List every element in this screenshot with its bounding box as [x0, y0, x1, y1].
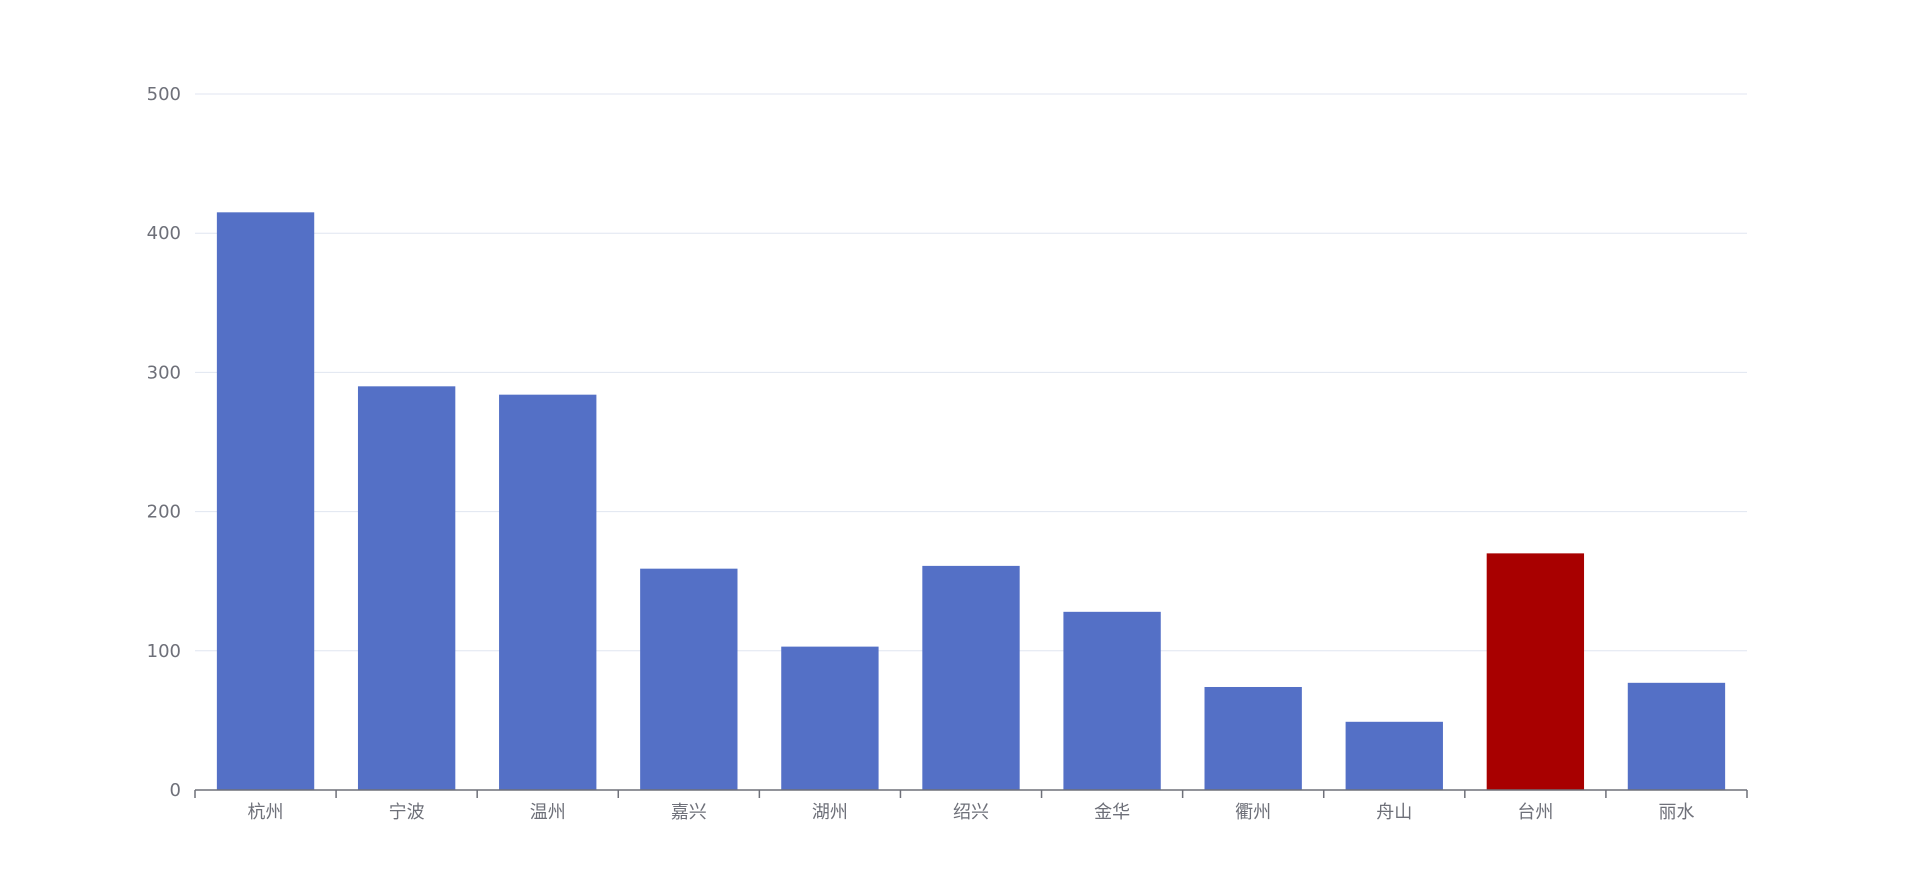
bar-舟山	[1345, 721, 1443, 790]
bar-杭州	[216, 212, 315, 790]
bar-台州	[1486, 553, 1585, 790]
bar-温州	[499, 394, 597, 790]
x-tick-label: 温州	[530, 802, 566, 823]
x-axis-tick-labels: 杭州 宁波 温州 嘉兴 湖州 绍兴 金华 衢州 舟山 台州 丽水	[248, 802, 1695, 823]
x-tick-label: 杭州	[248, 802, 284, 823]
y-tick-label: 200	[147, 502, 181, 523]
x-tick-label: 丽水	[1658, 802, 1694, 823]
bar-金华	[1063, 611, 1161, 790]
bar-衢州	[1204, 686, 1302, 790]
x-axis	[194, 789, 1748, 798]
y-tick-label: 100	[147, 641, 181, 662]
bar-湖州	[781, 646, 879, 790]
bar-丽水	[1627, 682, 1726, 790]
bar-嘉兴	[640, 568, 738, 790]
bars	[216, 212, 1726, 790]
y-tick-label: 500	[147, 84, 181, 105]
bar-绍兴	[922, 565, 1020, 790]
bar-宁波	[357, 386, 456, 790]
x-tick-label: 湖州	[812, 802, 848, 823]
x-tick-label: 舟山	[1376, 802, 1412, 823]
y-tick-label: 400	[147, 223, 181, 244]
x-tick-label: 衢州	[1235, 802, 1271, 823]
y-axis-tick-labels: 0 100 200 300 400 500	[147, 84, 181, 801]
y-tick-label: 0	[170, 780, 181, 801]
x-tick-label: 宁波	[389, 802, 425, 823]
x-tick-label: 绍兴	[953, 802, 989, 823]
y-tick-label: 300	[147, 362, 181, 383]
x-tick-label: 金华	[1094, 802, 1130, 823]
x-tick-label: 台州	[1517, 802, 1553, 823]
x-tick-label: 嘉兴	[671, 802, 707, 823]
